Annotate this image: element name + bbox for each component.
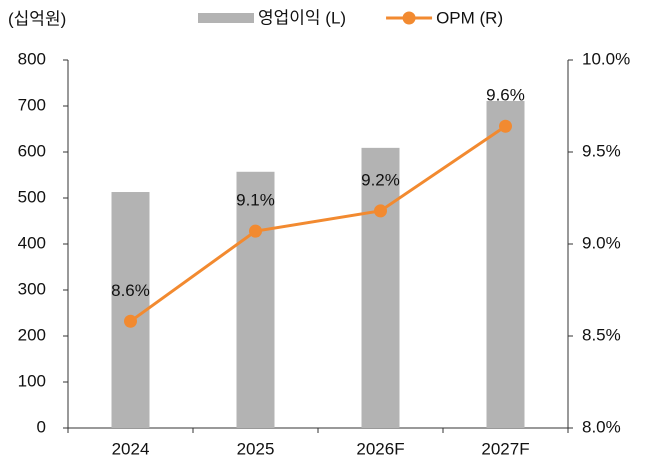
y-tick-label: 500 [18, 187, 46, 206]
y-tick-label: 300 [18, 279, 46, 298]
y-axis-label: (십억원) [8, 9, 66, 28]
data-label: 9.2% [361, 170, 400, 189]
y-tick-label: 800 [18, 49, 46, 68]
line-point [124, 314, 137, 328]
bar [486, 100, 525, 428]
y-tick-label: 700 [18, 95, 46, 114]
data-label: 9.1% [236, 191, 275, 210]
x-tick-label: 2024 [112, 439, 150, 458]
line-point [249, 224, 262, 238]
y2-tick-label: 9.5% [582, 141, 621, 160]
x-tick-label: 2026F [356, 439, 404, 458]
y2-tick-label: 9.0% [582, 233, 621, 252]
data-label: 9.6% [486, 86, 525, 105]
data-label: 8.6% [111, 281, 150, 300]
legend-label: OPM (R) [436, 8, 503, 27]
legend-swatch [198, 13, 254, 23]
y-tick-label: 100 [18, 371, 46, 390]
bar [361, 147, 400, 429]
y-tick-label: 0 [37, 417, 46, 436]
line-point [499, 119, 512, 133]
x-tick-label: 2025 [237, 439, 275, 458]
y-tick-label: 200 [18, 325, 46, 344]
x-tick-label: 2027F [481, 439, 529, 458]
y2-tick-label: 10.0% [582, 49, 630, 68]
line [129, 124, 507, 323]
y-tick-label: 600 [18, 141, 46, 160]
y-tick-label: 400 [18, 233, 46, 252]
legend-swatch [402, 11, 416, 25]
legend-label: 영업이익 (L) [258, 8, 346, 27]
line-point [374, 204, 387, 218]
bar [236, 171, 275, 428]
y2-tick-label: 8.5% [582, 325, 621, 344]
y2-tick-label: 8.0% [582, 417, 621, 436]
bar [111, 192, 150, 428]
